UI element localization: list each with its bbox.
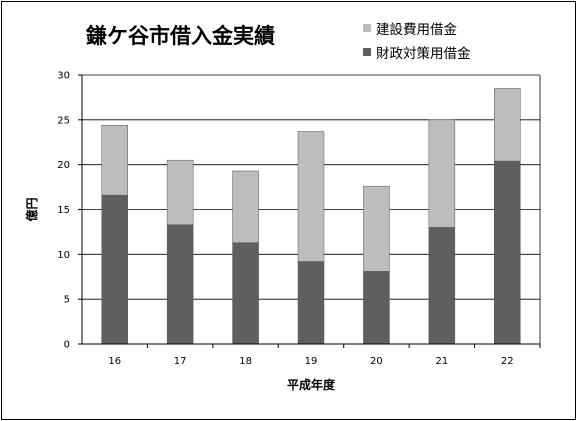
bar-segment-21-series-0 [428,227,456,345]
bar-segment-18-series-1 [232,170,259,243]
y-axis-title: 億円 [24,197,39,221]
y-tick-label: 5 [64,295,70,306]
bars [101,88,521,345]
x-tick-label: 21 [435,356,448,367]
bar-segment-22-series-1 [494,88,521,162]
y-tick-label: 25 [57,115,70,126]
bar-segment-17-series-0 [166,224,194,345]
bar-segment-19-series-1 [297,131,325,262]
y-tick-label: 0 [64,340,70,351]
legend: 建設費用借金 財政対策用借金 [363,16,471,64]
bar-segment-20-series-0 [363,271,390,345]
bar-segment-17-series-1 [166,159,194,225]
legend-label-construction: 建設費用借金 [376,22,457,38]
legend-swatch-fiscal [363,48,371,56]
x-tick-label: 20 [370,356,383,367]
legend-swatch-construction [363,24,371,32]
bar-segment-16-series-1 [101,124,128,196]
legend-label-fiscal: 財政対策用借金 [376,46,471,62]
y-tick-label: 10 [57,250,70,261]
bar-segment-22-series-0 [494,160,521,345]
y-tick-label: 15 [57,205,70,216]
bar-segment-19-series-0 [297,261,325,345]
bar-segment-16-series-0 [101,194,128,345]
x-tick-label: 19 [305,356,318,367]
bar-segment-18-series-0 [232,242,259,345]
axes: 0 5 10 15 20 25 30 16 17 18 19 20 21 22 [57,71,541,367]
bar-segment-20-series-1 [363,185,390,272]
y-tick-label: 20 [57,160,70,171]
x-tick-label: 18 [239,356,252,367]
y-tick-label: 30 [57,71,70,82]
x-axis-title: 平成年度 [287,377,336,392]
chart-title: 鎌ケ谷市借入金実績 [86,24,275,48]
x-tick-label: 17 [174,356,187,367]
x-tick-label: 16 [108,356,121,367]
legend-item-fiscal: 財政対策用借金 [363,40,471,64]
legend-item-construction: 建設費用借金 [363,16,471,40]
bar-segment-21-series-1 [428,119,456,228]
x-tick-label: 22 [501,356,514,367]
